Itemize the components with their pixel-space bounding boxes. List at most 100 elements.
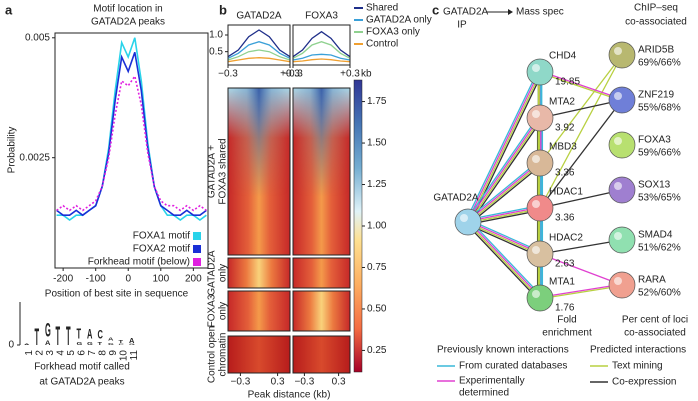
plot-frame [54, 32, 209, 269]
panel-label: a [5, 2, 13, 17]
edge [466, 160, 539, 221]
node [608, 131, 636, 159]
position-label: 5 [66, 350, 77, 356]
legend-label: determined [459, 388, 509, 399]
heatmap-frame [227, 290, 291, 332]
node-highlight [532, 155, 540, 163]
edge [539, 253, 623, 286]
node [454, 208, 482, 236]
header: co-associated [625, 17, 687, 28]
legend-title: Predicted interactions [590, 345, 686, 356]
node-label: SMAD4 [638, 230, 673, 241]
logo-letter: G [77, 341, 83, 346]
legend-label: Shared [366, 3, 398, 14]
fold-value: 19.85 [555, 77, 580, 88]
heatmap-block [293, 258, 350, 288]
heatmap-block [228, 258, 290, 288]
group-label: GATAD2A [207, 250, 218, 296]
legend-swatch [193, 245, 201, 253]
x-tick-label: +0.3 [340, 69, 360, 80]
node-label: FOXA3 [638, 135, 671, 146]
edge [539, 283, 622, 298]
profile-line [227, 29, 291, 58]
panel-title: GATAD2A [236, 11, 282, 22]
edge [539, 189, 623, 209]
node [526, 149, 554, 177]
edge [539, 99, 623, 119]
node-label: MTA1 [549, 277, 575, 288]
fold-value: 3.36 [555, 168, 575, 179]
node [608, 226, 636, 254]
y-tick-label: 0.005 [25, 32, 50, 43]
group-label: only [218, 302, 229, 320]
heatmap-frame [292, 257, 351, 289]
edge [466, 117, 540, 222]
edge [466, 71, 540, 222]
colorbar-label: 1.25 [367, 179, 387, 190]
position-label: 7 [87, 350, 98, 356]
colorbar-label: 0.25 [367, 345, 387, 356]
node [526, 240, 554, 268]
logo-letter: A [129, 336, 135, 345]
x-tick-label: −0.3 [295, 377, 315, 388]
percent-value: 53%/65% [638, 193, 681, 204]
logo-letter: G [129, 344, 135, 346]
node-highlight [532, 246, 540, 254]
node-label: RARA [638, 275, 666, 286]
group-label: chromatin [218, 333, 229, 377]
panel-label: b [219, 2, 227, 17]
header: IP [457, 20, 467, 31]
edge [467, 161, 540, 222]
logo-letter: G [45, 321, 51, 342]
node-label: MTA2 [549, 97, 575, 108]
position-label: 3 [45, 350, 56, 356]
fold-value: 3.36 [555, 213, 575, 224]
colorbar-label: 0.75 [367, 262, 387, 273]
edge [468, 72, 542, 223]
edge [468, 118, 542, 223]
edge [539, 72, 622, 102]
colorbar-label: 1.00 [367, 221, 387, 232]
logo-letter: T [35, 323, 40, 350]
node-highlight [614, 232, 622, 240]
panel-title: FOXA3 [305, 11, 338, 22]
colorbar-label: 0.50 [367, 304, 387, 315]
fold-value: 3.92 [555, 123, 575, 134]
node [526, 58, 554, 86]
y-axis-label: Probability [7, 127, 18, 174]
plot-frame [292, 24, 351, 66]
header: GATAD2A [443, 7, 489, 18]
series-line [56, 74, 207, 212]
colorbar [353, 79, 363, 373]
heatmap-frame [227, 257, 291, 289]
edge [469, 164, 542, 225]
caption: at GATAD2A peaks [39, 377, 124, 388]
heatmap-overlay [228, 88, 290, 255]
percent-value: 55%/68% [638, 103, 681, 114]
profile-line [292, 30, 351, 58]
logo-letter: T [98, 341, 103, 346]
header: ChIP–seq [634, 3, 678, 14]
logo-letter: T [77, 325, 82, 343]
group-label: only [218, 264, 229, 282]
node-label: CHD4 [549, 51, 577, 62]
x-tick-label: -200 [53, 274, 73, 285]
node-label: MBD3 [549, 142, 577, 153]
x-tick-label: 0.3 [271, 377, 285, 388]
heatmap-frame [292, 335, 351, 374]
position-label: 8 [97, 350, 108, 356]
x-tick-label: +0.3 [280, 69, 300, 80]
profile-line [292, 41, 351, 59]
edge [465, 223, 539, 301]
legend-label: Forkhead motif (below) [88, 257, 190, 268]
heatmap-block [228, 291, 290, 331]
axis-note: enrichment [542, 328, 592, 339]
profile-line [227, 41, 291, 59]
x-unit: kb [361, 69, 372, 80]
edge [465, 70, 539, 222]
percent-value: 51%/62% [638, 243, 681, 254]
edge [469, 118, 543, 224]
position-label: 6 [76, 350, 87, 356]
logo-letter: T [66, 322, 71, 352]
x-tick-label: 0.3 [332, 377, 346, 388]
